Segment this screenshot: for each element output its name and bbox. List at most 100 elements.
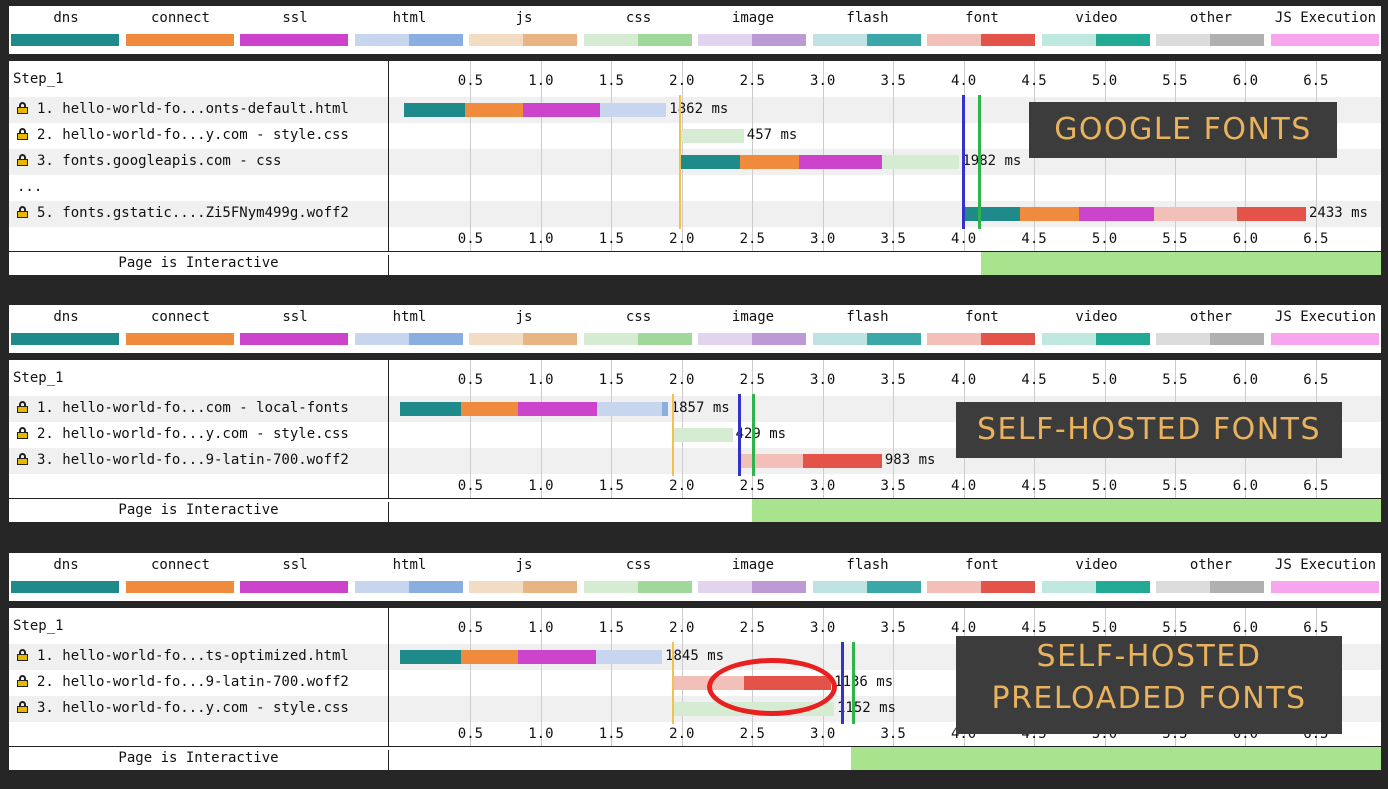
x-tick-label: 3.0 [810, 372, 836, 388]
swatch-start [698, 333, 752, 345]
swatch-start [354, 34, 409, 46]
legend-swatch [11, 581, 119, 593]
waterfall-body: Step_1 1. hello-world-fo...onts-default.h… [9, 61, 1381, 251]
request-name[interactable]: 3. fonts.googleapis.com - css [17, 153, 281, 169]
x-tick-label: 1.5 [598, 73, 624, 89]
legend-label: flash [846, 309, 889, 325]
legend-label: dns [53, 10, 79, 26]
request-name[interactable]: 5. fonts.gstatic....Zi5FNym499g.woff2 [17, 205, 349, 221]
swatch-start [1041, 333, 1096, 345]
legend-swatch [11, 333, 119, 345]
swatch-end [65, 333, 119, 345]
legend-label: video [1075, 10, 1118, 26]
legend-swatch [698, 333, 806, 345]
request-name[interactable]: 3. hello-world-fo...y.com - style.css [17, 700, 349, 716]
x-tick-label: 6.5 [1303, 73, 1329, 89]
swatch-start [812, 581, 867, 593]
lock-body [17, 432, 28, 439]
request-name[interactable]: 1. hello-world-fo...ts-optimized.html [17, 648, 349, 664]
x-tick-label: 3.0 [810, 231, 836, 247]
legend-item-js-execution: JS Execution [1270, 553, 1381, 601]
request-duration: 1857 ms [670, 400, 730, 416]
legend-swatch [812, 581, 921, 593]
timing-bar-html [662, 402, 668, 416]
timeline-area: 0.5 0.5 1.0 1.0 1.5 1.5 2.0 2.0 2.5 2.5 3.0 3.0 3.5 3… [390, 360, 1381, 498]
request-duration: 1982 ms [962, 153, 1022, 169]
legend-label: html [392, 10, 427, 26]
legend-label: other [1189, 10, 1233, 26]
swatch-start [354, 333, 409, 345]
gridline [611, 360, 613, 498]
x-tick-label: 1.5 [598, 478, 624, 494]
legend-swatch [1270, 581, 1379, 593]
legend-item-html: html [354, 553, 465, 601]
x-tick-label: 6.5 [1303, 620, 1329, 636]
lock-shackle [19, 102, 26, 109]
timing-bar-ssl [798, 155, 882, 169]
lock-shackle [19, 453, 26, 460]
gridline [611, 608, 613, 746]
x-tick-label: 1.0 [528, 73, 554, 89]
x-tick-label: 6.0 [1232, 478, 1259, 494]
legend-item-ssl: ssl [240, 305, 350, 353]
legend-label: html [392, 309, 427, 325]
request-name[interactable]: 2. hello-world-fo...9-latin-700.woff2 [17, 674, 349, 690]
dom-content-line [738, 394, 742, 476]
legend-item-connect: connect [125, 6, 236, 54]
timing-bar-font [1236, 207, 1306, 221]
swatch-start [240, 34, 294, 46]
request-name[interactable]: 3. hello-world-fo...9-latin-700.woff2 [17, 452, 349, 468]
legend-label: ssl [282, 557, 308, 573]
legend-label: js [515, 10, 533, 26]
request-duration: 1845 ms [665, 648, 725, 664]
swatch-start [1156, 581, 1210, 593]
swatch-start [240, 581, 294, 593]
legend-item-dns: dns [11, 6, 121, 54]
x-tick-label: 4.5 [1021, 73, 1047, 89]
swatch-start [11, 34, 65, 46]
swatch-start [125, 34, 180, 46]
x-tick-label: 0.5 [457, 372, 484, 388]
request-name[interactable]: 1. hello-world-fo...onts-default.html [17, 101, 349, 117]
legend-label: connect [150, 557, 210, 573]
waterfall-panel: dns connect ssl html js css image flash font vide… [9, 305, 1381, 526]
lock-body [17, 107, 28, 114]
x-tick-label: 4.0 [950, 73, 977, 89]
banner-line: PRELOADED FONTS [991, 681, 1307, 716]
legend-item-html: html [354, 6, 465, 54]
request-name[interactable]: 2. hello-world-fo...y.com - style.css [17, 426, 349, 442]
legend-item-flash: flash [812, 305, 923, 353]
request-name[interactable]: ... [17, 179, 42, 195]
swatch-start [125, 333, 180, 345]
lock-shackle [19, 154, 26, 161]
request-names: Step_1 1. hello-world-fo...ts-optimized.h… [9, 608, 389, 746]
swatch-end [866, 581, 921, 593]
legend-label: video [1075, 309, 1118, 325]
page-interactive-row: Page is Interactive [9, 746, 1381, 774]
timing-bar-dns [962, 207, 1020, 221]
lock-icon [17, 427, 28, 439]
timing-bar-dns [400, 650, 461, 664]
request-name[interactable]: 2. hello-world-fo...y.com - style.css [17, 127, 349, 143]
x-tick-label: 2.5 [739, 73, 765, 89]
request-duration: 1136 ms [834, 674, 894, 690]
page-interactive-label: Page is Interactive [9, 255, 389, 279]
timing-bar-dns [400, 402, 461, 416]
legend-label: html [392, 557, 427, 573]
swatch-end [1095, 333, 1150, 345]
legend-label: other [1189, 309, 1233, 325]
timing-bar-connect [1019, 207, 1080, 221]
request-name[interactable]: 1. hello-world-fo...com - local-fonts [17, 400, 349, 416]
swatch-end [1324, 333, 1379, 345]
x-tick-label: 3.5 [880, 231, 906, 247]
request-label: 3. hello-world-fo...9-latin-700.woff2 [37, 452, 349, 468]
x-tick-label: 3.0 [810, 620, 836, 636]
step-label: Step_1 [13, 370, 64, 386]
x-tick-label: 5.0 [1091, 620, 1118, 636]
legend-swatch [125, 34, 234, 46]
gridline [822, 360, 824, 498]
lock-body [17, 159, 28, 166]
legend-swatch [469, 34, 577, 46]
x-tick-label: 6.5 [1303, 372, 1329, 388]
legend-label: connect [150, 309, 210, 325]
